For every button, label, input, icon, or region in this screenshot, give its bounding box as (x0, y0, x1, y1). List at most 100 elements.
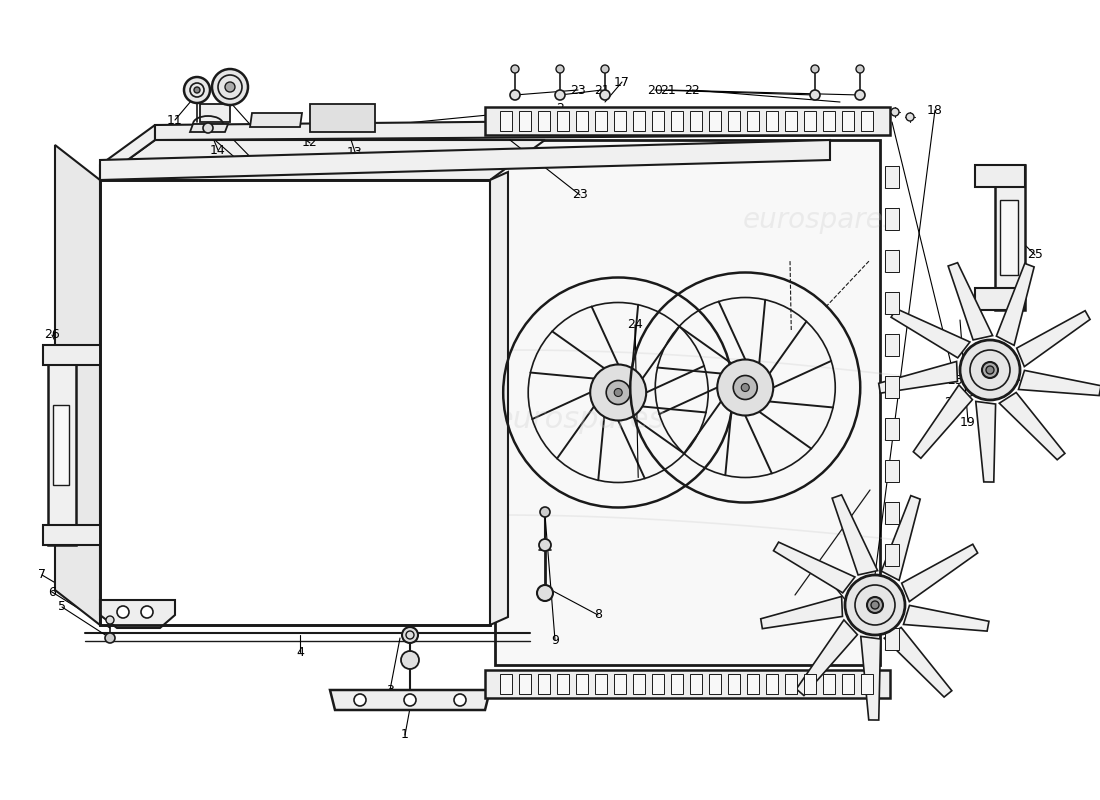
Text: 24: 24 (627, 318, 642, 331)
Polygon shape (903, 606, 989, 631)
Text: 26: 26 (44, 329, 59, 342)
Polygon shape (595, 674, 607, 694)
Text: 23: 23 (572, 189, 587, 202)
Circle shape (117, 606, 129, 618)
Polygon shape (886, 166, 899, 188)
Polygon shape (804, 111, 816, 131)
Text: 25: 25 (1027, 249, 1043, 262)
Polygon shape (728, 111, 740, 131)
Circle shape (810, 90, 820, 100)
Polygon shape (100, 180, 490, 625)
Circle shape (141, 606, 153, 618)
Circle shape (600, 90, 610, 100)
Polygon shape (975, 288, 1025, 310)
Polygon shape (557, 111, 569, 131)
Polygon shape (886, 208, 899, 230)
Text: eurospares: eurospares (742, 206, 898, 234)
Text: 2: 2 (557, 102, 564, 114)
Polygon shape (485, 670, 890, 698)
Polygon shape (804, 674, 816, 694)
Polygon shape (155, 118, 890, 140)
Circle shape (402, 627, 418, 643)
Polygon shape (823, 674, 835, 694)
Polygon shape (997, 263, 1034, 346)
Polygon shape (796, 620, 857, 695)
Polygon shape (490, 172, 508, 625)
Polygon shape (886, 502, 899, 524)
Polygon shape (886, 418, 899, 440)
Polygon shape (913, 385, 972, 458)
Text: 3: 3 (386, 683, 394, 697)
Circle shape (906, 113, 914, 121)
Polygon shape (891, 309, 970, 358)
Polygon shape (43, 525, 103, 545)
Text: 19: 19 (960, 415, 976, 429)
Circle shape (204, 123, 213, 133)
Polygon shape (886, 586, 899, 608)
Circle shape (960, 340, 1020, 400)
Polygon shape (519, 111, 531, 131)
Polygon shape (632, 674, 645, 694)
Text: 21: 21 (594, 83, 609, 97)
Circle shape (539, 539, 551, 551)
Circle shape (741, 383, 749, 391)
Circle shape (104, 633, 116, 643)
Circle shape (717, 359, 773, 415)
Polygon shape (614, 674, 626, 694)
Polygon shape (485, 107, 890, 135)
Polygon shape (100, 125, 155, 180)
Polygon shape (595, 111, 607, 131)
Circle shape (811, 65, 819, 73)
Circle shape (871, 601, 879, 609)
Circle shape (867, 597, 883, 613)
Text: 20: 20 (647, 83, 663, 97)
Circle shape (856, 65, 864, 73)
Polygon shape (557, 674, 569, 694)
Polygon shape (710, 674, 720, 694)
Polygon shape (884, 627, 952, 697)
Text: 12: 12 (302, 137, 318, 150)
Text: 4: 4 (296, 646, 304, 658)
Text: 13: 13 (348, 146, 363, 158)
Polygon shape (861, 637, 881, 720)
Polygon shape (996, 165, 1025, 310)
Polygon shape (100, 140, 544, 180)
Circle shape (891, 108, 899, 116)
Polygon shape (690, 111, 702, 131)
Text: 1: 1 (402, 729, 409, 742)
Circle shape (556, 65, 564, 73)
Polygon shape (761, 597, 843, 629)
Polygon shape (832, 495, 878, 575)
Polygon shape (842, 674, 854, 694)
Circle shape (212, 69, 248, 105)
Polygon shape (886, 292, 899, 314)
Polygon shape (652, 674, 664, 694)
Polygon shape (43, 345, 103, 365)
Text: 21: 21 (944, 395, 960, 409)
Text: eurospares: eurospares (114, 366, 285, 394)
Polygon shape (975, 165, 1025, 187)
Polygon shape (823, 111, 835, 131)
Polygon shape (861, 111, 873, 131)
Text: 15: 15 (232, 155, 248, 169)
Circle shape (226, 82, 235, 92)
Polygon shape (250, 113, 303, 127)
Polygon shape (519, 674, 531, 694)
Polygon shape (747, 674, 759, 694)
Polygon shape (495, 140, 880, 665)
Polygon shape (671, 674, 683, 694)
Polygon shape (614, 111, 626, 131)
Polygon shape (710, 111, 720, 131)
Circle shape (601, 65, 609, 73)
Circle shape (454, 694, 466, 706)
Bar (1000, 200, 1018, 275)
Polygon shape (48, 345, 76, 545)
Polygon shape (886, 376, 899, 398)
Text: eurospares: eurospares (495, 406, 666, 434)
Polygon shape (576, 111, 588, 131)
Text: 10: 10 (248, 123, 263, 137)
Polygon shape (773, 542, 855, 593)
Circle shape (184, 77, 210, 103)
Text: 9: 9 (551, 634, 559, 646)
Polygon shape (976, 402, 996, 482)
